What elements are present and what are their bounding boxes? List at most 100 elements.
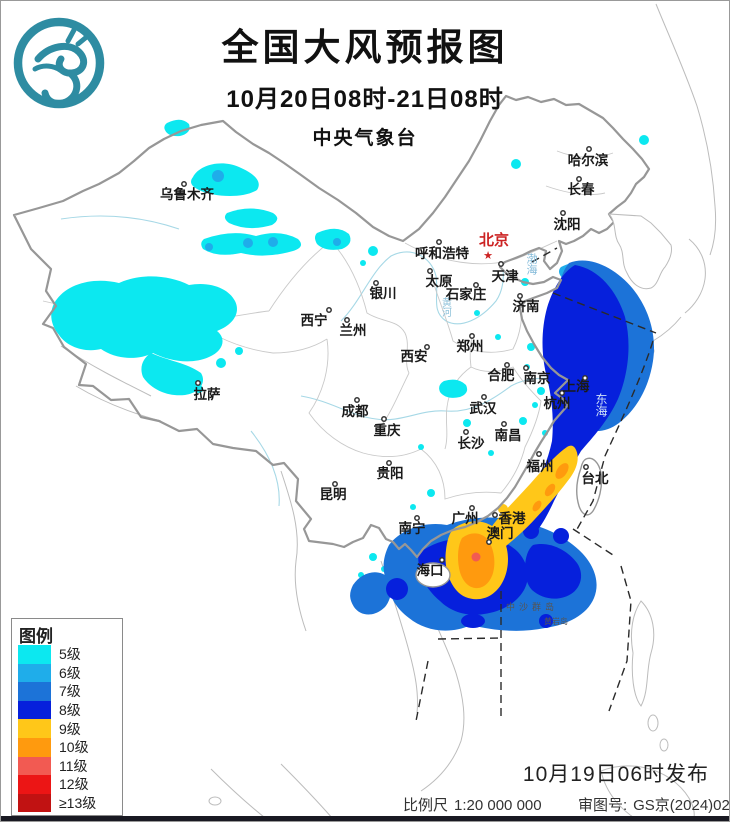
city-label-changchun: 长春 (568, 181, 596, 197)
legend-label: 6级 (59, 664, 81, 681)
city-dot (436, 239, 442, 245)
wind-area-level5 (51, 119, 649, 578)
city-dot (583, 464, 589, 470)
city-label-jinan: 济南 (513, 298, 540, 314)
city-dots (181, 146, 592, 563)
river-label-huanghe: 黄河 (440, 296, 452, 317)
city-dot (439, 557, 445, 563)
city-label-guiyang: 贵阳 (377, 465, 404, 481)
city-dot (536, 451, 542, 457)
island-label-huangyan: 黄岩岛 (544, 616, 568, 626)
legend-row: 7级 (18, 682, 96, 701)
city-dot (381, 416, 387, 422)
dragon-icon (13, 17, 105, 109)
city-label-shanghai: 上海 (563, 378, 591, 394)
legend-label: 12级 (59, 776, 89, 793)
city-label-nanning: 南宁 (399, 520, 426, 536)
city-dot (427, 268, 433, 274)
city-dot (481, 394, 487, 400)
city-dot (373, 280, 379, 286)
city-dot (414, 515, 420, 521)
legend-swatch (18, 700, 51, 720)
legend-label: 8级 (59, 702, 81, 719)
legend-label: 9级 (59, 720, 81, 737)
city-dot (469, 505, 475, 511)
city-label-chengdu: 成都 (342, 403, 369, 419)
cma-logo (13, 17, 105, 109)
approval-value: GS京(2024)0236号 (633, 797, 730, 814)
city-label-xianggang: 香港 (498, 510, 527, 526)
city-label-shijiazhuang: 石家庄 (445, 286, 487, 302)
legend-label: 10级 (59, 739, 89, 756)
islands (415, 213, 672, 588)
island-label-zhongsha: 中沙群岛 (506, 601, 558, 612)
city-dot (504, 362, 510, 368)
legend-label: ≥13级 (59, 795, 97, 812)
city-label-guangzhou: 广州 (452, 510, 479, 526)
city-label-taibei: 台北 (582, 470, 610, 486)
legend-label: 7级 (59, 683, 81, 700)
city-label-chongqing: 重庆 (374, 422, 401, 438)
capital-star-icon: ★ (483, 250, 493, 262)
sea-label-donghai: 东海 (594, 393, 608, 417)
city-label-wuhan: 武汉 (470, 400, 497, 416)
city-label-haikou: 海口 (417, 562, 444, 578)
city-label-fuzhou: 福州 (526, 458, 554, 474)
city-dot (486, 539, 492, 545)
scale-label: 比例尺 (403, 797, 449, 814)
legend-swatch (18, 756, 51, 776)
legend-label: 11级 (59, 757, 88, 774)
legend-swatch (18, 737, 51, 757)
city-dot (181, 181, 187, 187)
city-dot (559, 390, 565, 396)
city-label-yinchuan: 银川 (370, 285, 397, 301)
city-dot (354, 397, 360, 403)
legend-row: 5级 (18, 645, 96, 664)
legend-row: 8级 (18, 700, 96, 720)
map-info-line: 比例尺 1:20 000 000 审图号: GS京(2024)0236号 (403, 794, 730, 815)
city-dot (517, 293, 523, 299)
city-label-harbin: 哈尔滨 (568, 152, 609, 168)
city-dot (498, 261, 504, 267)
city-label-xining: 西宁 (301, 312, 328, 328)
legend-row: 9级 (18, 719, 96, 738)
city-label-nanchang: 南昌 (495, 427, 522, 443)
city-label-changsha: 长沙 (458, 435, 485, 451)
city-label-hohhot: 呼和浩特 (415, 245, 469, 261)
city-dot (386, 460, 392, 466)
city-label-kunming: 昆明 (320, 487, 347, 502)
legend-rows: 5级 6级 7级 8级 9级 10级 11级 12级 ≥13级 (18, 645, 97, 813)
wind-area-level11 (471, 552, 481, 562)
legend-box: 图例 5级 6级 7级 8级 9级 10级 11级 12级 ≥13级 (11, 618, 123, 816)
city-label-hefei: 合肥 (488, 367, 516, 383)
legend-row: 11级 (18, 756, 96, 776)
city-label-aomen: 澳门 (487, 525, 514, 541)
approval-label: 审图号: (577, 797, 628, 814)
legend-swatch (18, 793, 51, 813)
city-label-shenyang: 沈阳 (554, 216, 581, 232)
maritime-dashed-lines (415, 247, 657, 722)
issued-time: 10月19日06时发布 (522, 763, 709, 786)
city-dot (424, 344, 430, 350)
legend-swatch (18, 682, 51, 701)
bottom-frame-line (1, 816, 729, 821)
legend-swatch (18, 775, 51, 794)
legend-title: 图例 (19, 627, 53, 646)
city-dot (501, 421, 507, 427)
city-dot (463, 429, 469, 435)
city-dot (195, 380, 201, 386)
city-dot (492, 512, 498, 518)
legend-swatch (18, 645, 51, 664)
city-label-xian: 西安 (401, 348, 428, 364)
scale-value: 1:20 000 000 (454, 797, 542, 814)
city-label-urumqi: 乌鲁木齐 (160, 186, 214, 202)
sea-label-bohai: 渤海 (525, 253, 538, 276)
city-label-lasa: 拉萨 (194, 386, 221, 402)
city-dot (586, 146, 592, 152)
city-label-nanjing: 南京 (524, 370, 551, 386)
legend-row: 12级 (18, 775, 96, 794)
city-dot (560, 210, 566, 216)
legend-row: ≥13级 (18, 793, 97, 813)
legend-swatch (18, 663, 51, 683)
